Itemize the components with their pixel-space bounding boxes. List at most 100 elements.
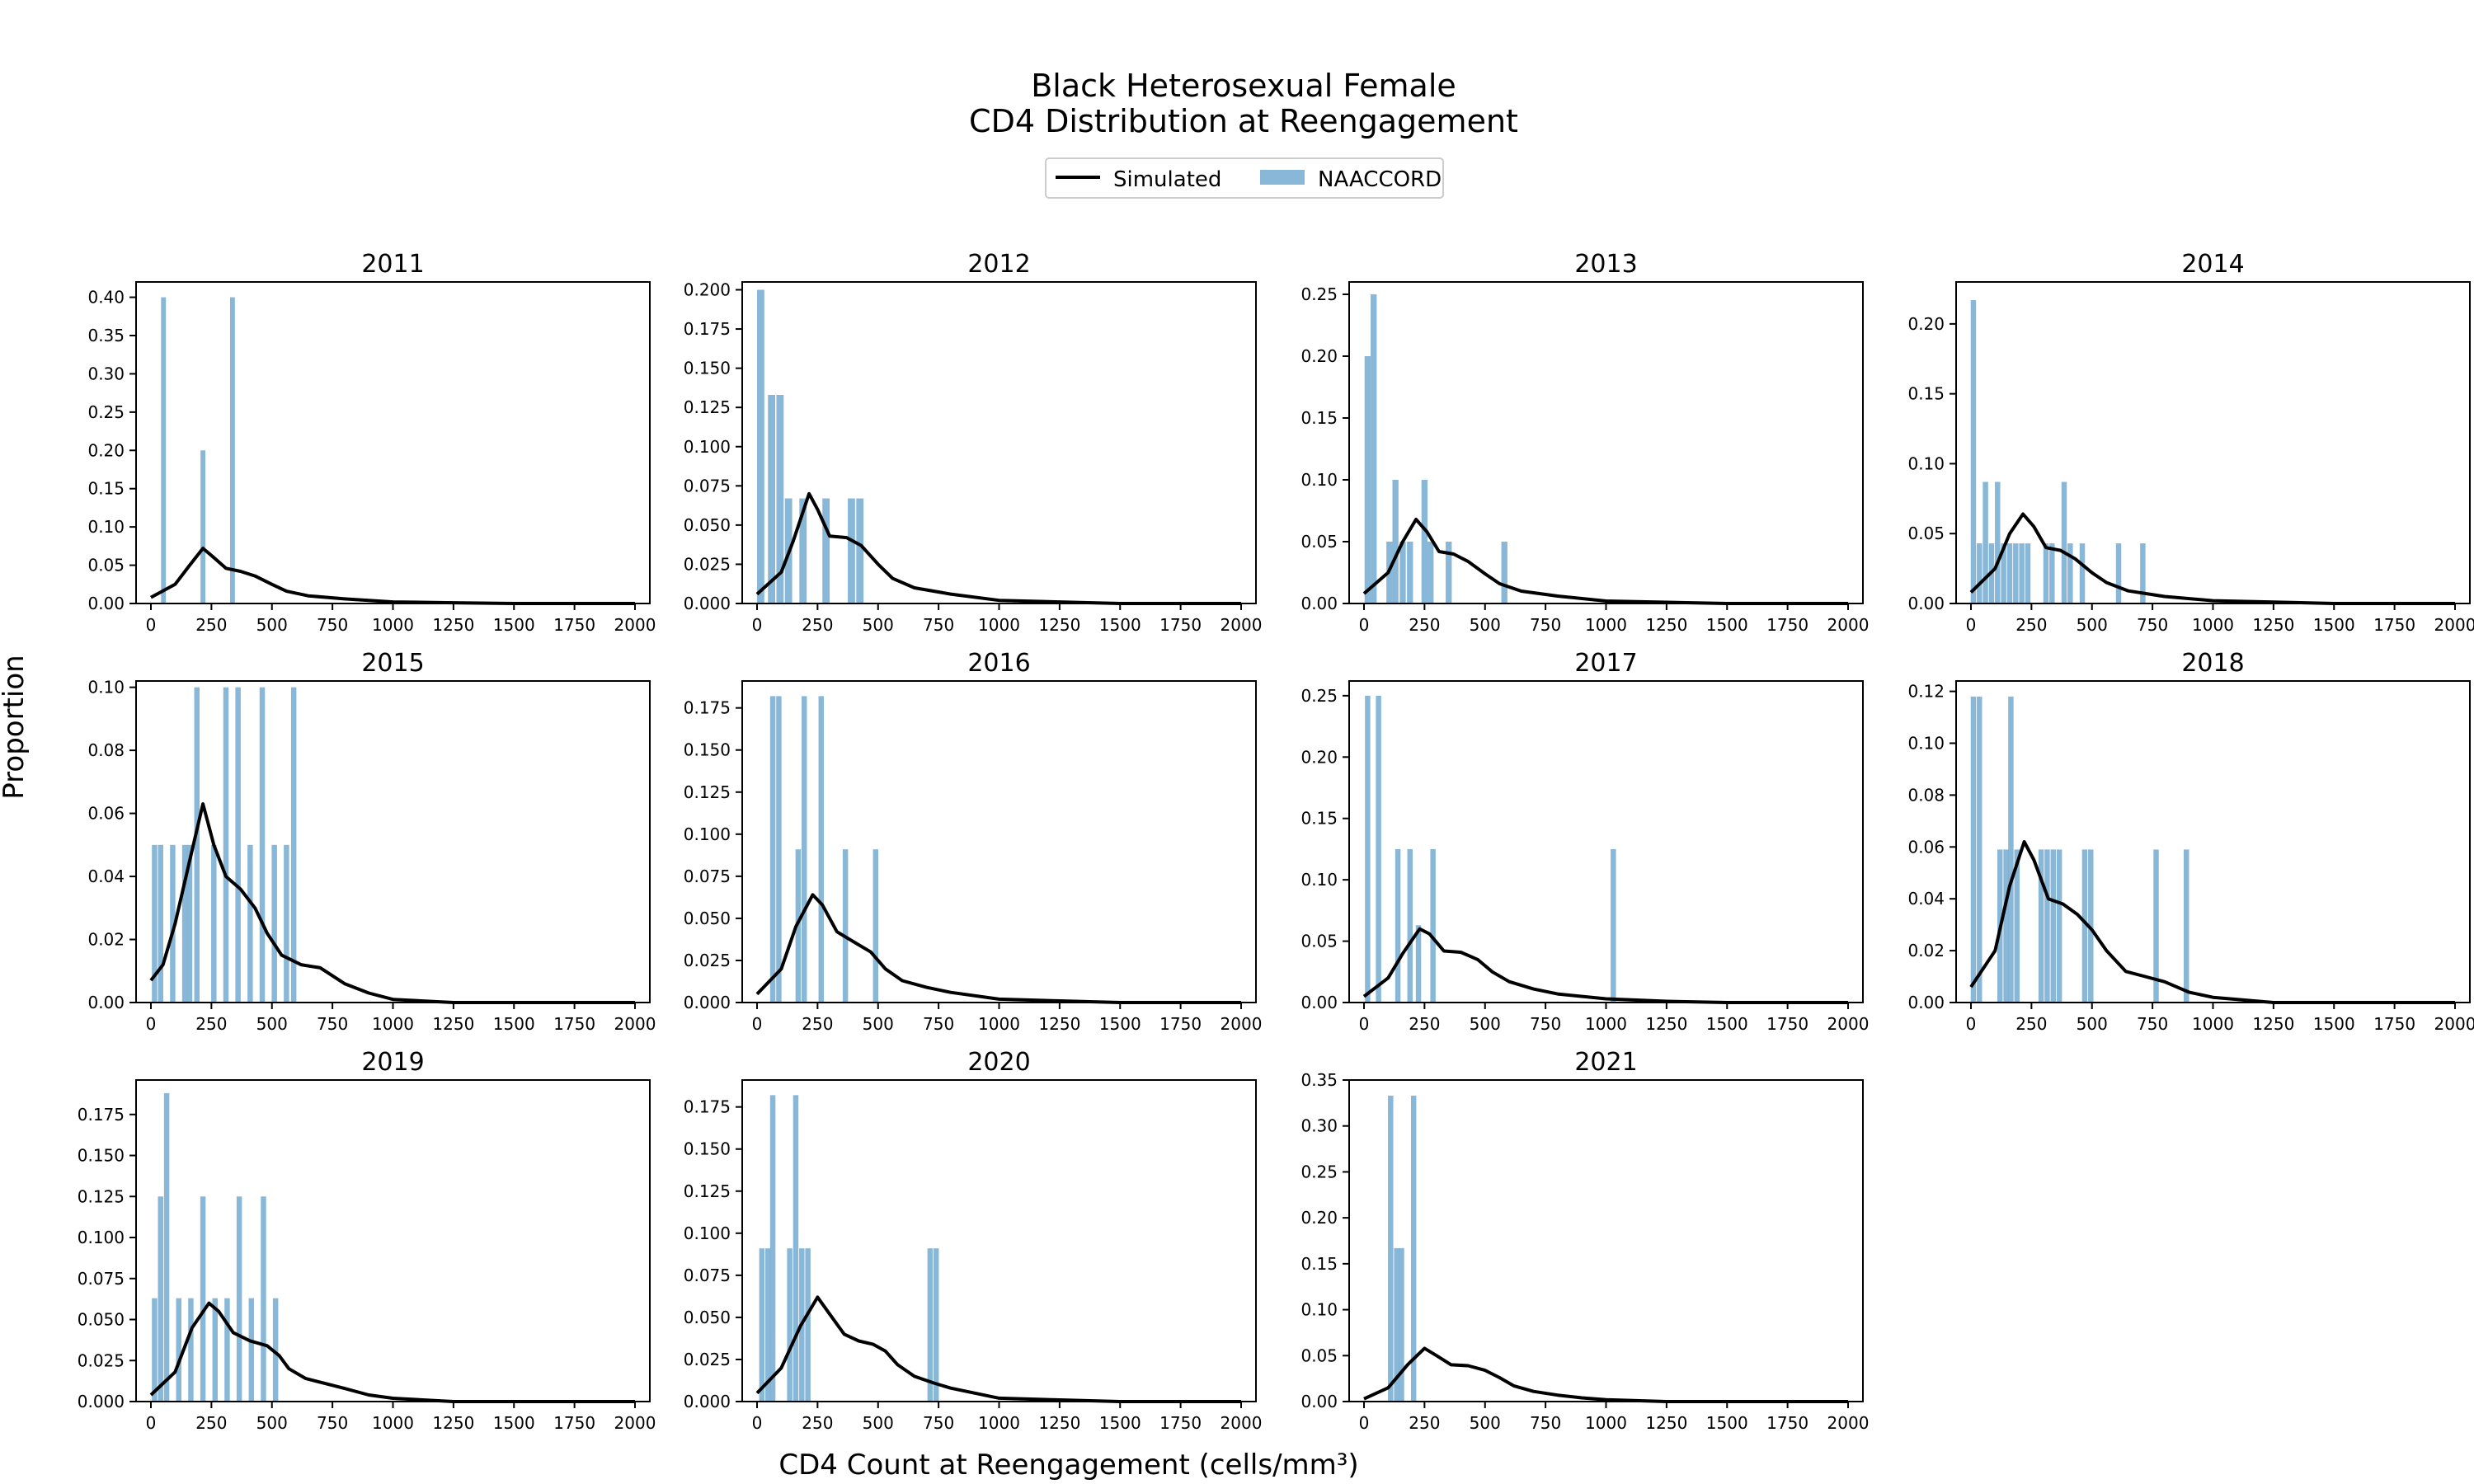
naaccord-bar [802,696,807,1003]
x-tick-label: 1250 [1038,1413,1080,1433]
naaccord-bar [161,297,167,603]
y-tick-label: 0.15 [1300,408,1338,428]
naaccord-bar [2153,849,2159,1003]
y-tick-label: 0.100 [684,1223,731,1243]
naaccord-bar [212,1298,219,1402]
naaccord-bar [776,394,784,603]
naaccord-bar [769,1095,776,1402]
y-tick-label: 0.10 [1300,870,1338,890]
y-tick-label: 0.025 [684,951,731,970]
naaccord-bar [2081,849,2088,1003]
y-tick-label: 0.06 [87,804,125,824]
naaccord-bar [927,1248,934,1402]
x-tick-label: 1750 [553,615,595,635]
y-tick-label: 0.050 [684,909,731,928]
naaccord-bar [1399,542,1406,603]
x-tick-label: 1750 [1766,1014,1808,1034]
naaccord-bar [822,498,830,603]
x-tick-label: 750 [923,1413,954,1433]
y-tick-label: 0.025 [684,1350,731,1369]
naaccord-bar [768,394,776,603]
naaccord-bar [188,1298,194,1402]
x-tick-label: 250 [1409,1014,1440,1034]
panel-2021: 2021 0 250 500 750 1000 1250 1500 1750 2000 0.00 0.… [1300,1048,1869,1433]
naaccord-bar [2079,543,2086,603]
x-tick-label: 500 [2077,615,2108,635]
x-tick-label: 2000 [1221,1413,1263,1433]
naaccord-bar [290,687,297,1003]
x-tick-label: 500 [863,615,894,635]
x-tick-label: 1000 [2192,1014,2234,1034]
x-tick-label: 1750 [553,1014,595,1034]
naaccord-bar [158,844,163,1003]
x-tick-label: 500 [256,1413,288,1433]
naaccord-bar [158,1196,163,1402]
x-tick-label: 500 [2077,1014,2108,1034]
y-tick-label: 0.04 [1907,889,1945,909]
naaccord-bar [1395,848,1401,1003]
x-tick-label: 1000 [1585,1014,1627,1034]
x-tick-label: 2000 [1221,615,1263,635]
x-tick-label: 2000 [614,615,656,635]
panel-2011: 2011 0 250 500 750 1000 1250 1500 1750 2000 0.00 0.… [87,250,656,635]
naaccord-bar [2061,481,2067,603]
y-tick-label: 0.100 [684,437,731,457]
x-tick-label: 1250 [2252,1014,2294,1034]
naaccord-bar [1388,1095,1394,1402]
naaccord-bar [1611,848,1616,1003]
naaccord-bar [1501,542,1507,603]
x-tick-label: 1750 [2373,1014,2415,1034]
x-tick-label: 2000 [614,1413,656,1433]
y-tick-label: 0.125 [684,782,731,802]
y-tick-label: 0.25 [1300,1162,1338,1181]
naaccord-bar [152,1298,158,1402]
naaccord-bar [1421,480,1428,603]
naaccord-bar [272,1298,279,1402]
panel-title: 2019 [361,1048,424,1077]
x-tick-label: 1250 [2252,615,2294,635]
x-tick-label: 750 [1530,1413,1561,1433]
panel-2017: 2017 0 250 500 750 1000 1250 1500 1750 2000 0.00 0.… [1300,649,1869,1034]
simulated-line [1362,518,1848,605]
x-tick-label: 1500 [1099,1413,1141,1433]
x-tick-label: 2000 [1827,1014,1870,1034]
naaccord-bar [795,849,802,1003]
y-tick-label: 0.050 [684,515,731,535]
x-tick-label: 1500 [1706,1014,1748,1034]
x-tick-label: 250 [195,1413,227,1433]
x-tick-label: 2000 [1827,615,1870,635]
x-tick-label: 2000 [614,1014,656,1034]
simulated-line [149,1301,635,1403]
y-tick-label: 0.025 [684,554,731,574]
x-tick-label: 1000 [978,1014,1020,1034]
y-tick-label: 0.10 [1300,1300,1338,1320]
x-tick-label: 750 [923,615,954,635]
legend: Simulated NAACCORD [1045,157,1444,199]
x-tick-label: 1250 [1645,1413,1687,1433]
naaccord-bar [170,844,176,1003]
naaccord-bar [1977,696,1982,1003]
simulated-line [150,547,635,605]
y-tick-label: 0.150 [684,740,731,760]
y-tick-label: 0.10 [1907,733,1945,753]
y-tick-label: 0.20 [1907,314,1945,334]
y-tick-label: 0.15 [87,479,125,499]
y-tick-label: 0.10 [1300,470,1338,490]
naaccord-bar [856,498,864,603]
simulated-line [1362,927,1848,1004]
simulated-line [1969,840,2455,1004]
y-tick-label: 0.20 [1300,346,1338,366]
x-tick-label: 250 [2015,615,2047,635]
y-tick-label: 0.200 [684,280,731,300]
y-tick-label: 0.175 [78,1105,125,1125]
x-tick-label: 1250 [1038,615,1080,635]
y-tick-label: 0.20 [1300,747,1338,767]
panel-2014: 2014 0 250 500 750 1000 1250 1500 1750 2000 0.00 0.… [1907,250,2474,635]
naaccord-bar [1995,481,2001,603]
x-tick-label: 1000 [372,1014,414,1034]
naaccord-bar [186,844,193,1003]
legend-frame [1045,157,1444,199]
x-tick-label: 750 [1530,1014,1561,1034]
naaccord-bar [211,844,217,1003]
legend-simulated-label: Simulated [1113,167,1221,192]
